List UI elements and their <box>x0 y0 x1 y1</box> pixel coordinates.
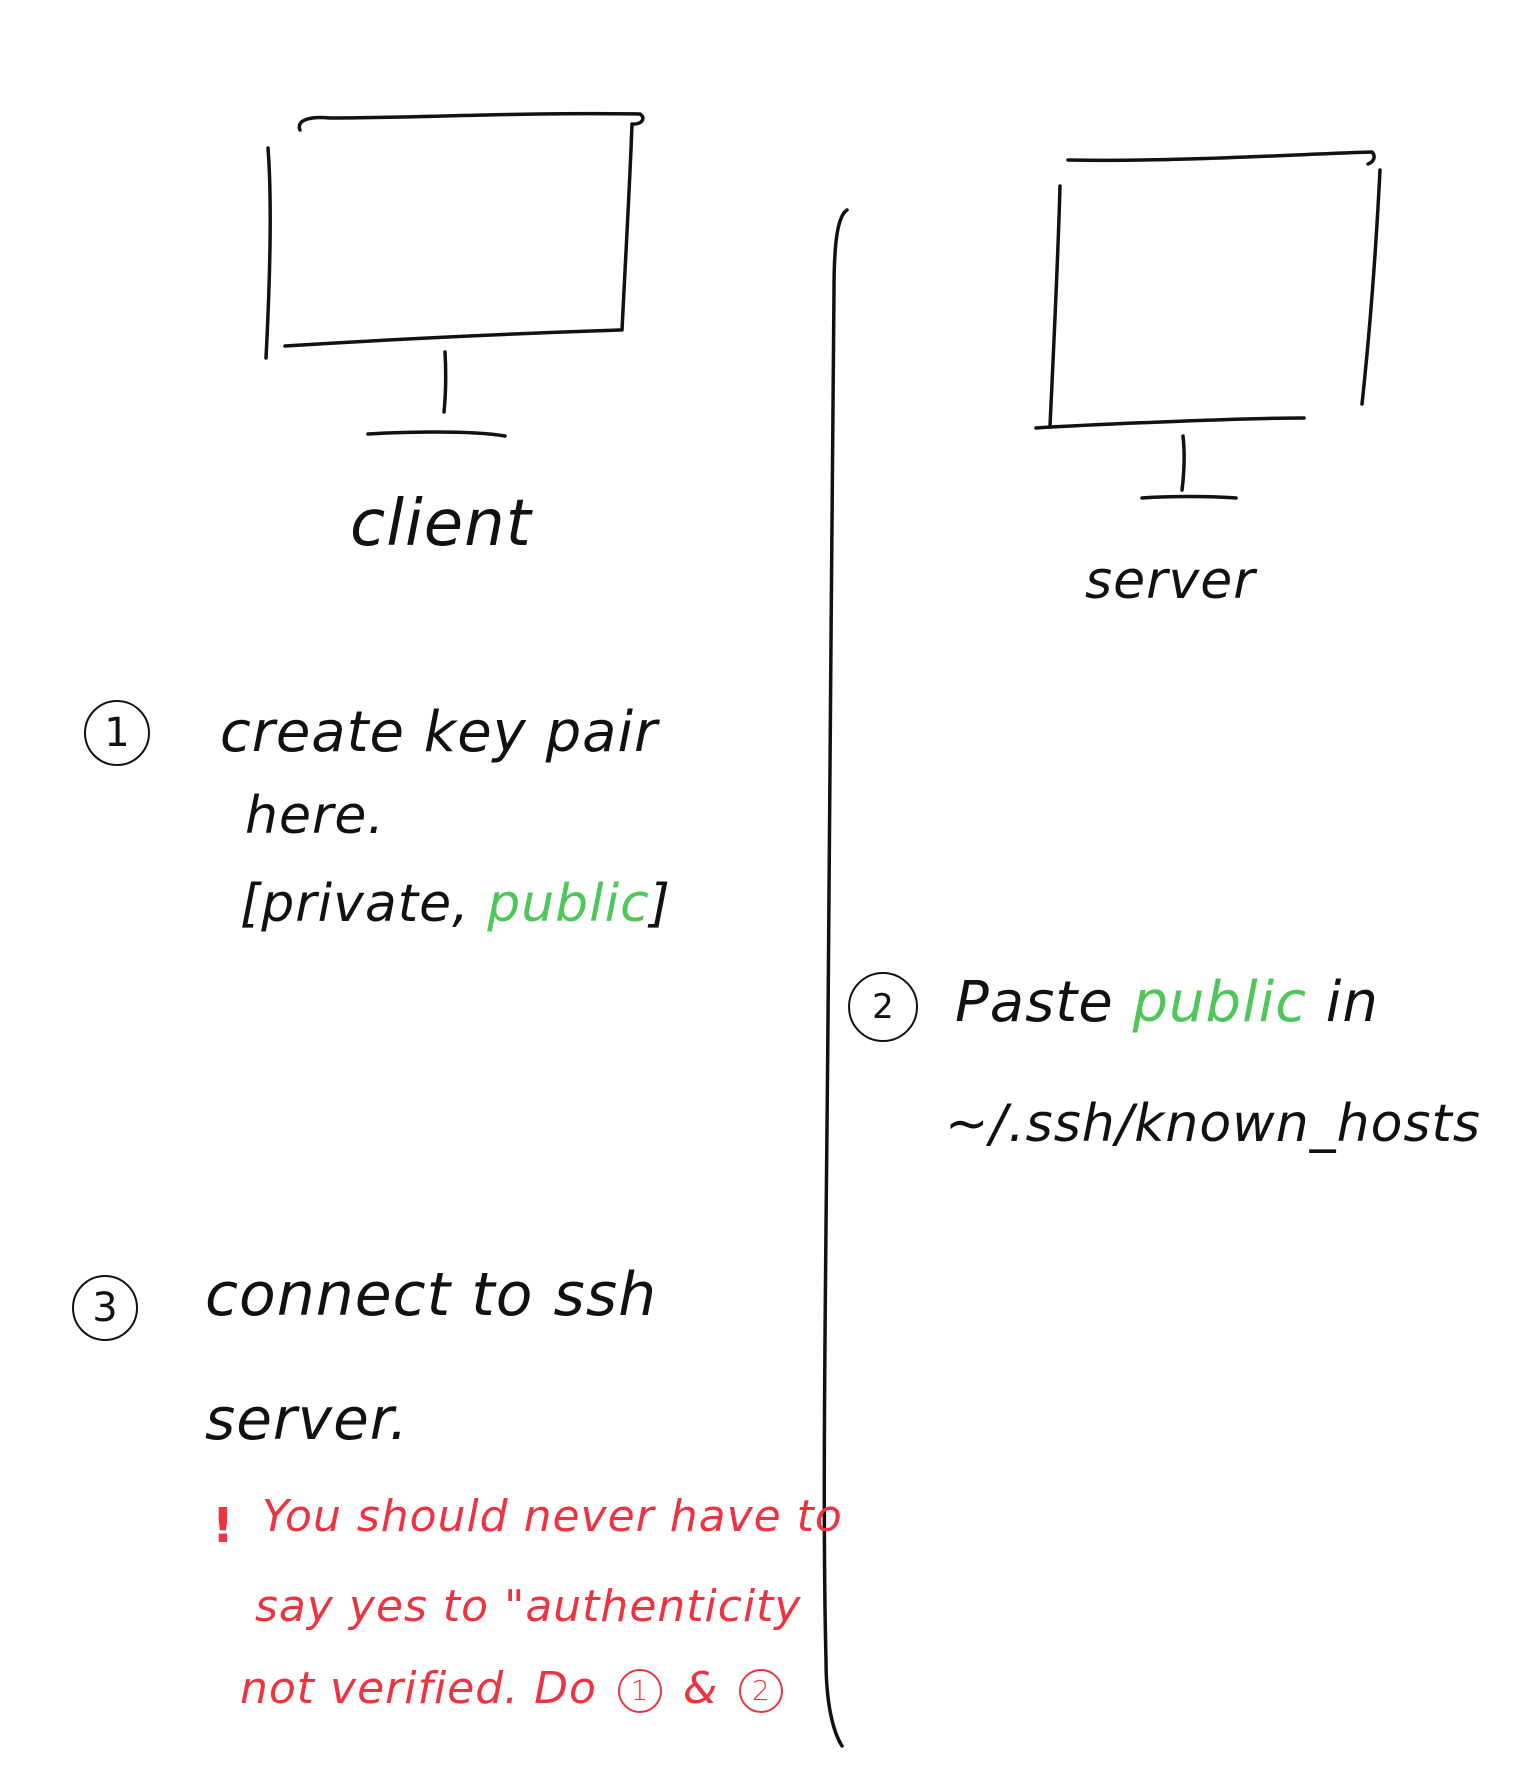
server-monitor-icon <box>1034 150 1382 500</box>
warning-line3-text: not verified. Do <box>240 1663 597 1714</box>
client-label: client <box>350 487 532 561</box>
key-pair-list: [private, public] <box>240 878 671 930</box>
step-ref-2: 2 <box>739 1669 784 1713</box>
step-2-public-key: public <box>1132 970 1307 1035</box>
warning-icon: ! <box>212 1498 234 1554</box>
divider-line <box>822 208 849 1748</box>
known-hosts-path: ~/.ssh/known_hosts <box>945 1094 1481 1154</box>
server-label: server <box>1085 551 1256 611</box>
private-key-label: [private, <box>240 874 470 934</box>
warning-line1-text: You should never have to <box>262 1491 843 1542</box>
warning-amp: & <box>682 1663 719 1714</box>
warning-text-line2: say yes to "authenticity <box>255 1581 802 1632</box>
warning-text-line3: not verified. Do 1 & 2 <box>240 1667 789 1713</box>
step-2-suffix: in <box>1325 970 1379 1035</box>
step-2-text: Paste public in <box>955 975 1379 1031</box>
step-1-number-badge: 1 <box>84 700 150 766</box>
step-1-text-line2: here. <box>245 786 385 846</box>
public-key-label: public <box>487 874 650 934</box>
step-3-text-line2: server. <box>205 1385 409 1453</box>
step-ref-1: 1 <box>617 1669 662 1713</box>
step-2-prefix: Paste <box>955 970 1114 1035</box>
bracket-close: ] <box>649 874 671 934</box>
warning-text-line1: You should never have to <box>262 1495 843 1539</box>
step-1-text: create key pair <box>220 700 659 765</box>
step-3-number-badge: 3 <box>72 1275 138 1341</box>
step-3-text: connect to ssh <box>205 1260 658 1330</box>
client-monitor-icon <box>264 111 645 438</box>
step-2-number-badge: 2 <box>848 972 918 1042</box>
